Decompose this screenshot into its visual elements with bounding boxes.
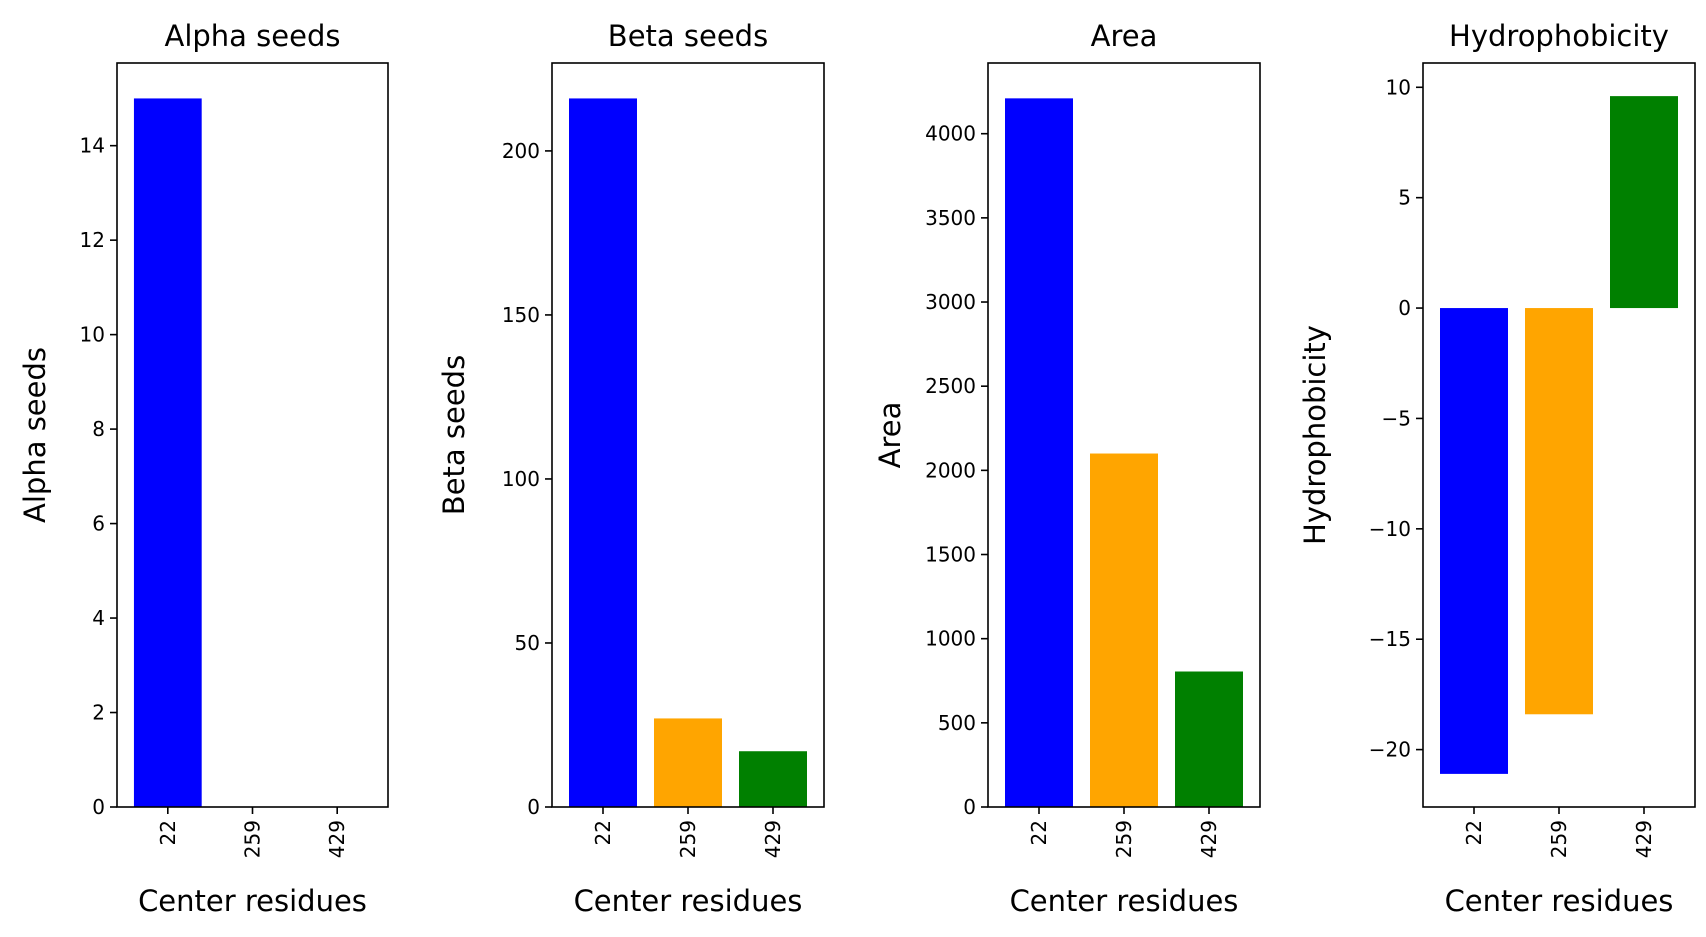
y-axis-label-hydrophobicity: Hydrophobicity bbox=[1298, 325, 1332, 545]
xtick-label-alpha-seeds: 22 bbox=[156, 820, 180, 845]
ytick-label-area: 3500 bbox=[925, 206, 976, 230]
ytick-label-alpha-seeds: 12 bbox=[80, 228, 105, 252]
ytick-label-area: 2500 bbox=[925, 374, 976, 398]
ytick-label-alpha-seeds: 6 bbox=[92, 512, 105, 536]
ytick-label-alpha-seeds: 4 bbox=[92, 606, 105, 630]
bar-area-429 bbox=[1175, 671, 1243, 807]
ytick-label-area: 3000 bbox=[925, 290, 976, 314]
chart-title-beta-seeds: Beta seeds bbox=[608, 19, 768, 53]
y-axis-label-area: Area bbox=[873, 402, 907, 469]
xtick-label-beta-seeds: 22 bbox=[591, 820, 615, 845]
xtick-label-beta-seeds: 429 bbox=[761, 820, 785, 858]
ytick-label-beta-seeds: 200 bbox=[502, 139, 540, 163]
ytick-label-beta-seeds: 0 bbox=[527, 795, 540, 819]
bar-area-22 bbox=[1005, 98, 1073, 808]
ytick-label-area: 2000 bbox=[925, 458, 976, 482]
x-axis-label-beta-seeds: Center residues bbox=[574, 884, 803, 918]
bar-hydrophobicity-22 bbox=[1440, 308, 1508, 774]
xtick-label-hydrophobicity: 259 bbox=[1547, 820, 1571, 858]
xtick-label-beta-seeds: 259 bbox=[676, 820, 700, 858]
ytick-label-beta-seeds: 150 bbox=[502, 303, 540, 327]
ytick-label-alpha-seeds: 10 bbox=[80, 323, 105, 347]
xtick-label-area: 259 bbox=[1112, 820, 1136, 858]
x-axis-label-hydrophobicity: Center residues bbox=[1445, 884, 1674, 918]
bar-hydrophobicity-259 bbox=[1525, 308, 1593, 715]
bar-beta-seeds-259 bbox=[654, 718, 722, 807]
ytick-label-alpha-seeds: 14 bbox=[80, 134, 105, 158]
ytick-label-area: 1500 bbox=[925, 543, 976, 567]
y-axis-label-alpha-seeds: Alpha seeds bbox=[18, 347, 52, 523]
bar-beta-seeds-429 bbox=[739, 751, 807, 807]
bar-alpha-seeds-22 bbox=[133, 98, 202, 808]
panel-beta-seeds: 0 50 100 150 200 22 259 429 Beta seeds Center res… bbox=[437, 19, 825, 918]
ytick-label-area: 4000 bbox=[925, 122, 976, 146]
bar-hydrophobicity-429 bbox=[1610, 96, 1678, 309]
panel-area: 0 500 1000 1500 2000 2500 3000 3500 4000 22 259 429… bbox=[873, 19, 1261, 918]
ytick-label-hydrophobicity: 0 bbox=[1398, 296, 1411, 320]
panel-alpha-seeds: 0 2 4 6 8 10 12 14 22 259 429 Alpha seeds Center res… bbox=[18, 19, 389, 918]
y-axis-label-beta-seeds: Beta seeds bbox=[437, 355, 471, 515]
ytick-label-beta-seeds: 100 bbox=[502, 467, 540, 491]
chart-title-area: Area bbox=[1091, 19, 1158, 53]
ytick-label-hydrophobicity: −15 bbox=[1369, 627, 1411, 651]
ytick-label-hydrophobicity: 10 bbox=[1386, 75, 1411, 99]
xtick-label-area: 22 bbox=[1027, 820, 1051, 845]
xtick-label-hydrophobicity: 429 bbox=[1632, 820, 1656, 858]
ytick-label-alpha-seeds: 0 bbox=[92, 795, 105, 819]
chart-title-alpha-seeds: Alpha seeds bbox=[165, 19, 341, 53]
ytick-label-area: 0 bbox=[963, 795, 976, 819]
ytick-label-alpha-seeds: 8 bbox=[92, 417, 105, 441]
ytick-label-hydrophobicity: −20 bbox=[1369, 738, 1411, 762]
xtick-label-alpha-seeds: 429 bbox=[325, 820, 349, 858]
ytick-label-area: 500 bbox=[938, 711, 976, 735]
ytick-label-alpha-seeds: 2 bbox=[92, 701, 105, 725]
chart-title-hydrophobicity: Hydrophobicity bbox=[1449, 19, 1669, 53]
xtick-label-hydrophobicity: 22 bbox=[1462, 820, 1486, 845]
ytick-label-hydrophobicity: −5 bbox=[1382, 406, 1411, 430]
xtick-label-alpha-seeds: 259 bbox=[241, 820, 265, 858]
bar-beta-seeds-22 bbox=[569, 98, 637, 808]
ytick-label-area: 1000 bbox=[925, 627, 976, 651]
ytick-label-hydrophobicity: 5 bbox=[1398, 186, 1411, 210]
ytick-label-hydrophobicity: −10 bbox=[1369, 517, 1411, 541]
xtick-label-area: 429 bbox=[1197, 820, 1221, 858]
x-axis-label-alpha-seeds: Center residues bbox=[138, 884, 367, 918]
bar-area-259 bbox=[1090, 453, 1158, 807]
x-axis-label-area: Center residues bbox=[1010, 884, 1239, 918]
panel-hydrophobicity: −20 −15 −10 −5 0 5 10 22 259 429 Hydrophobicity Cen… bbox=[1298, 19, 1696, 918]
ytick-label-beta-seeds: 50 bbox=[515, 631, 540, 655]
